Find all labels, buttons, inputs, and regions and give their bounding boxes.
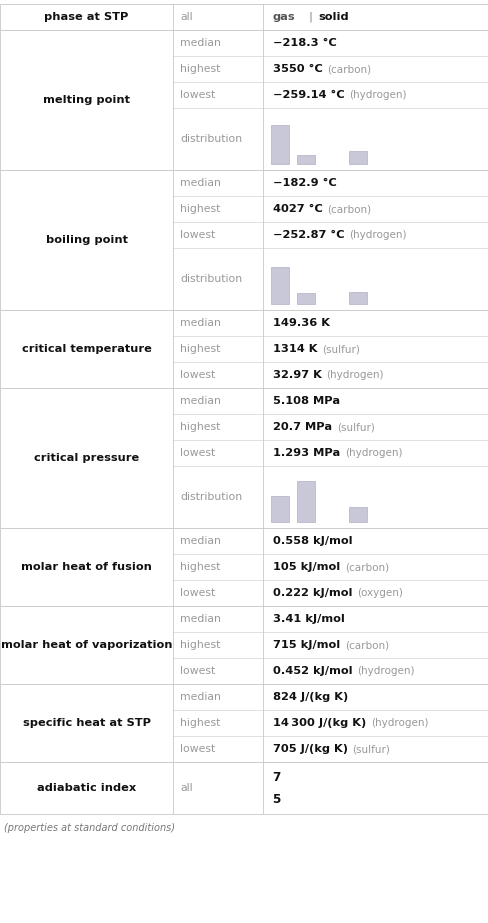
Text: 149.36 K: 149.36 K xyxy=(272,318,329,328)
Text: lowest: lowest xyxy=(180,744,215,754)
Text: specific heat at STP: specific heat at STP xyxy=(22,718,150,728)
Text: highest: highest xyxy=(180,422,220,432)
Text: distribution: distribution xyxy=(180,274,242,284)
Text: (carbon): (carbon) xyxy=(344,640,388,650)
Text: lowest: lowest xyxy=(180,588,215,598)
Text: gas: gas xyxy=(272,12,295,22)
Text: melting point: melting point xyxy=(43,95,130,105)
Text: −252.87 °C: −252.87 °C xyxy=(272,230,344,240)
Text: 0.222 kJ/mol: 0.222 kJ/mol xyxy=(272,588,351,598)
Text: median: median xyxy=(180,692,221,702)
Text: 5.108 MPa: 5.108 MPa xyxy=(272,396,339,406)
Text: 105 kJ/mol: 105 kJ/mol xyxy=(272,562,339,572)
Text: (sulfur): (sulfur) xyxy=(322,344,359,354)
Text: 715 kJ/mol: 715 kJ/mol xyxy=(272,640,339,650)
Bar xyxy=(270,268,288,304)
Bar xyxy=(348,292,366,304)
Text: 0.452 kJ/mol: 0.452 kJ/mol xyxy=(272,666,351,676)
Bar xyxy=(296,155,314,164)
Bar xyxy=(0,30,488,170)
Text: 3550 °C: 3550 °C xyxy=(272,64,322,74)
Bar xyxy=(0,170,488,310)
Text: (hydrogen): (hydrogen) xyxy=(326,370,383,380)
Text: median: median xyxy=(180,396,221,406)
Text: highest: highest xyxy=(180,718,220,728)
Bar xyxy=(0,528,488,606)
Text: critical pressure: critical pressure xyxy=(34,453,139,463)
Text: distribution: distribution xyxy=(180,134,242,144)
Text: highest: highest xyxy=(180,640,220,650)
Text: 4027 °C: 4027 °C xyxy=(272,204,322,214)
Text: median: median xyxy=(180,614,221,624)
Text: all: all xyxy=(180,783,192,793)
Bar xyxy=(0,4,488,30)
Text: boiling point: boiling point xyxy=(45,235,127,245)
Text: (carbon): (carbon) xyxy=(326,64,371,74)
Text: molar heat of vaporization: molar heat of vaporization xyxy=(1,640,172,650)
Bar xyxy=(0,762,488,814)
Text: 824 J/(kg K): 824 J/(kg K) xyxy=(272,692,347,702)
Text: 1314 K: 1314 K xyxy=(272,344,316,354)
Text: molar heat of fusion: molar heat of fusion xyxy=(21,562,152,572)
Text: (oxygen): (oxygen) xyxy=(356,588,402,598)
Text: 32.97 K: 32.97 K xyxy=(272,370,321,380)
Text: (hydrogen): (hydrogen) xyxy=(344,448,402,458)
Bar xyxy=(0,388,488,528)
Text: adiabatic index: adiabatic index xyxy=(37,783,136,793)
Text: 0.558 kJ/mol: 0.558 kJ/mol xyxy=(272,536,351,546)
Text: 3.41 kJ/mol: 3.41 kJ/mol xyxy=(272,614,344,624)
Bar xyxy=(348,150,366,164)
Text: lowest: lowest xyxy=(180,230,215,240)
Text: 14 300 J/(kg K): 14 300 J/(kg K) xyxy=(272,718,365,728)
Text: solid: solid xyxy=(318,12,348,22)
Text: lowest: lowest xyxy=(180,448,215,458)
Text: |: | xyxy=(308,12,312,22)
Text: distribution: distribution xyxy=(180,492,242,502)
Text: (hydrogen): (hydrogen) xyxy=(357,666,414,676)
Text: (sulfur): (sulfur) xyxy=(352,744,390,754)
Text: median: median xyxy=(180,38,221,48)
Text: 1.293 MPa: 1.293 MPa xyxy=(272,448,339,458)
Text: −218.3 °C: −218.3 °C xyxy=(272,38,336,48)
Text: highest: highest xyxy=(180,344,220,354)
Text: 7: 7 xyxy=(272,771,281,785)
Text: median: median xyxy=(180,318,221,328)
Text: (hydrogen): (hydrogen) xyxy=(348,230,406,240)
Bar xyxy=(296,294,314,304)
Text: −182.9 °C: −182.9 °C xyxy=(272,178,336,188)
Text: (properties at standard conditions): (properties at standard conditions) xyxy=(4,823,175,833)
Text: (carbon): (carbon) xyxy=(344,562,388,572)
Text: −259.14 °C: −259.14 °C xyxy=(272,90,344,100)
Text: phase at STP: phase at STP xyxy=(44,12,128,22)
Text: lowest: lowest xyxy=(180,666,215,676)
Bar xyxy=(0,310,488,388)
Text: median: median xyxy=(180,178,221,188)
Text: 5: 5 xyxy=(272,793,281,806)
Text: 20.7 MPa: 20.7 MPa xyxy=(272,422,331,432)
Text: lowest: lowest xyxy=(180,90,215,100)
Bar xyxy=(0,606,488,684)
Text: lowest: lowest xyxy=(180,370,215,380)
Text: 705 J/(kg K): 705 J/(kg K) xyxy=(272,744,347,754)
Text: (hydrogen): (hydrogen) xyxy=(348,90,406,100)
Text: median: median xyxy=(180,536,221,546)
Text: (sulfur): (sulfur) xyxy=(336,422,374,432)
Bar xyxy=(270,496,288,522)
Bar xyxy=(0,684,488,762)
Text: all: all xyxy=(180,12,192,22)
Text: critical temperature: critical temperature xyxy=(21,344,151,354)
Text: (carbon): (carbon) xyxy=(326,204,371,214)
Text: highest: highest xyxy=(180,562,220,572)
Text: (hydrogen): (hydrogen) xyxy=(370,718,427,728)
Text: highest: highest xyxy=(180,64,220,74)
Bar xyxy=(348,507,366,522)
Bar xyxy=(296,481,314,522)
Text: highest: highest xyxy=(180,204,220,214)
Bar xyxy=(270,125,288,164)
